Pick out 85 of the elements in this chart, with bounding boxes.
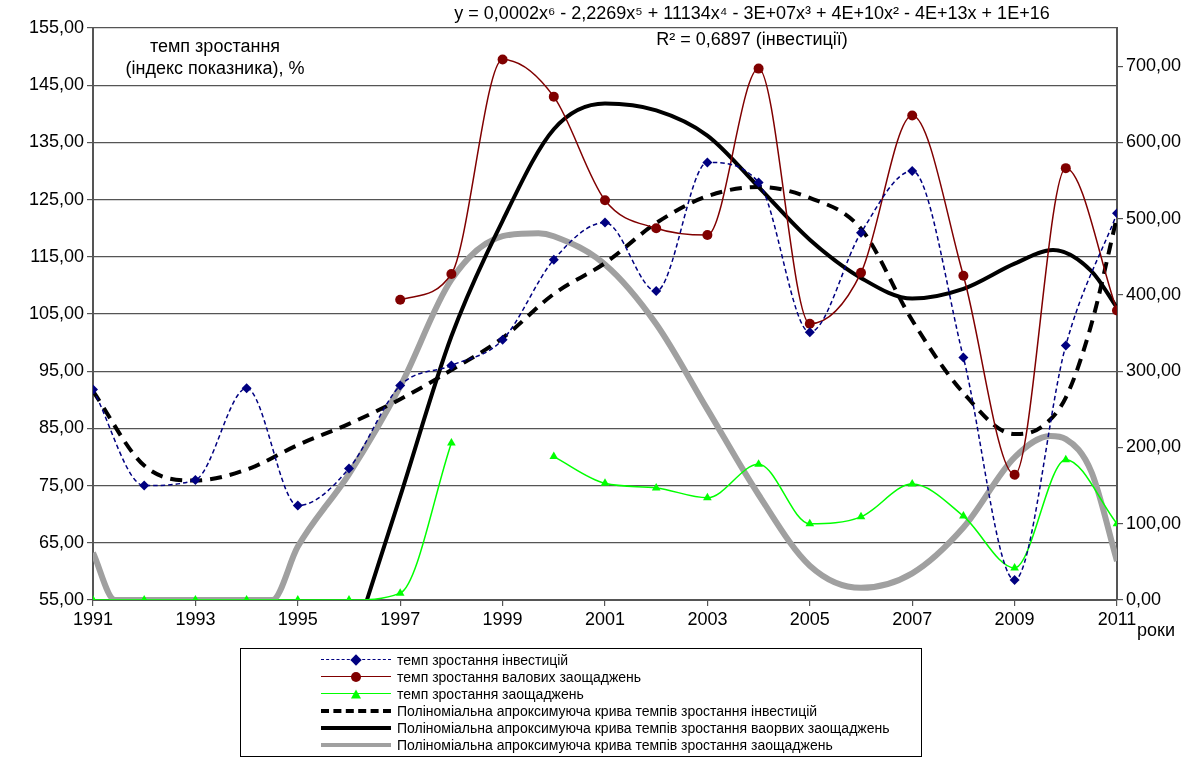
point <box>856 267 866 278</box>
point <box>753 177 764 188</box>
point <box>907 166 918 176</box>
y2-tick-label: 400,00 <box>1126 283 1182 304</box>
point <box>702 157 713 168</box>
point <box>600 217 610 228</box>
y2-tick-label: 200,00 <box>1126 436 1182 457</box>
x-tick-label: 1991 <box>72 608 114 629</box>
x-tick-label: 2005 <box>789 608 830 629</box>
point <box>292 500 303 511</box>
point <box>600 195 610 206</box>
point <box>958 270 969 281</box>
y-tick-label: 135,00 <box>28 131 84 152</box>
point <box>1009 574 1020 585</box>
legend-label: темп зростання заощаджень <box>397 685 584 702</box>
y-tick-label: 155,00 <box>28 16 84 37</box>
point <box>856 227 866 238</box>
point <box>446 268 457 279</box>
y2-tick-label: 700,00 <box>1126 55 1182 76</box>
point <box>907 479 917 487</box>
x-tick-label: 2007 <box>892 608 933 629</box>
x-tick-label: 1997 <box>380 608 421 629</box>
point <box>959 511 968 519</box>
y-tick-label: 125,00 <box>28 188 84 209</box>
x-tick-label: 1999 <box>482 608 523 629</box>
x-tick-label: 1993 <box>175 608 216 629</box>
point <box>1061 454 1071 463</box>
point <box>1060 163 1071 174</box>
point <box>139 480 150 491</box>
point <box>395 380 406 391</box>
point <box>190 474 201 485</box>
y-tick-label: 105,00 <box>28 302 84 323</box>
point <box>344 463 354 474</box>
annotation: R² = 0,6897 (інвестиції) <box>656 29 848 49</box>
y-tick-label: 65,00 <box>38 531 84 552</box>
point <box>446 360 457 371</box>
point <box>651 482 661 491</box>
point <box>958 352 969 363</box>
y2-tick-label: 300,00 <box>1126 360 1182 381</box>
y-tick-label: 115,00 <box>30 245 84 266</box>
point <box>395 588 405 596</box>
point <box>753 63 764 74</box>
point <box>395 294 406 305</box>
y2-tick-label: 0,00 <box>1126 588 1162 609</box>
y-tick-label: 95,00 <box>38 360 84 381</box>
point <box>1060 340 1071 351</box>
y-tick-label: 75,00 <box>38 474 84 495</box>
y-axis-title: темп зростання (індекс показника), % <box>125 36 305 78</box>
point <box>703 492 712 501</box>
y-tick-label: 55,00 <box>38 588 84 609</box>
x-tick-label: 2003 <box>687 608 728 629</box>
point <box>804 318 815 329</box>
x-tick-label: 1995 <box>277 608 318 629</box>
point <box>497 334 508 345</box>
point <box>804 327 815 338</box>
point <box>549 451 559 460</box>
point <box>447 437 456 446</box>
point <box>907 110 918 121</box>
x-tick-label: 2009 <box>994 608 1035 629</box>
legend-label: темп зростання валових заощаджень <box>397 668 642 685</box>
y-tick-label: 85,00 <box>38 417 84 438</box>
point <box>805 518 815 527</box>
legend-label: Поліноміальна апроксимуюча крива темпів зростання заощаджень <box>397 736 833 753</box>
legend-label: Поліноміальна апроксимуюча крива темпів зростання інвестицій <box>397 702 818 719</box>
y2-tick-label: 600,00 <box>1126 131 1182 152</box>
text: y = 0,0002x⁶ - 2,2269x⁵ + 11134x⁴ - 3E+07x³ + 4E+10x² - 4E+13x + 1E+16 <box>454 3 1050 23</box>
point <box>600 478 610 486</box>
point <box>1009 469 1020 480</box>
point <box>548 254 559 265</box>
y2-tick-label: 500,00 <box>1126 207 1182 228</box>
legend-label: Поліноміальна апроксимуюча крива темпів зростання ваорвих заощаджень <box>397 719 890 736</box>
x-tick-label: 2011 <box>1097 608 1137 629</box>
y2-tick-label: 100,00 <box>1126 512 1182 533</box>
x-tick-label: 2001 <box>584 608 626 629</box>
point <box>856 511 866 520</box>
point <box>754 459 763 467</box>
point <box>702 230 713 241</box>
point <box>548 91 559 102</box>
x-axis-title: роки <box>1137 620 1175 640</box>
point <box>497 54 508 65</box>
point <box>651 286 662 297</box>
y-tick-label: 145,00 <box>28 74 84 95</box>
point <box>651 223 662 234</box>
legend-label: темп зростання інвестицій <box>397 651 569 668</box>
point <box>241 383 252 394</box>
